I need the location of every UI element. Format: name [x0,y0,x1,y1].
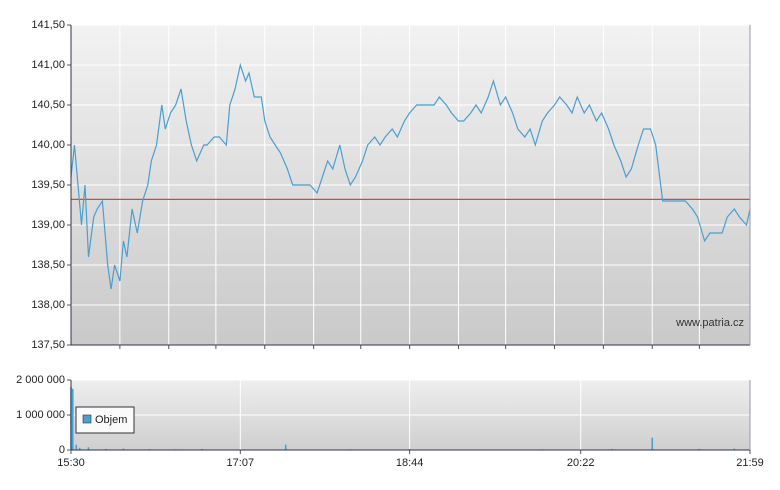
y-tick-label: 137,50 [31,339,65,351]
y-tick-label: 141,50 [31,19,65,31]
x-tick-label: 17:07 [227,457,255,469]
y-tick-label: 2 000 000 [16,374,65,386]
y-tick-label: 140,00 [31,139,65,151]
volume-bar [651,437,654,450]
volume-bar [733,448,736,450]
legend-label: Objem [95,414,127,426]
y-tick-label: 139,50 [31,179,65,191]
x-tick-label: 21:59 [736,457,764,469]
y-tick-label: 0 [59,444,65,456]
y-tick-label: 141,00 [31,59,65,71]
volume-bar [122,448,125,450]
x-tick-label: 15:30 [57,457,85,469]
y-tick-label: 138,00 [31,299,65,311]
volume-bar [105,448,107,450]
y-tick-label: 1 000 000 [16,409,65,421]
volume-bar [71,388,74,450]
legend-swatch [82,414,92,424]
x-tick-label: 18:44 [396,457,424,469]
volume-bar [201,448,203,450]
y-tick-label: 139,00 [31,219,65,231]
watermark: www.patria.cz [675,317,744,329]
volume-bar [75,444,78,450]
y-tick-label: 138,50 [31,259,65,271]
price-line [70,62,751,290]
x-tick-label: 20:22 [567,457,595,469]
volume-bar [698,448,701,450]
volume-bar [284,444,287,450]
volume-bar [87,447,90,450]
volume-bar [78,447,81,450]
y-tick-label: 140,50 [31,99,65,111]
